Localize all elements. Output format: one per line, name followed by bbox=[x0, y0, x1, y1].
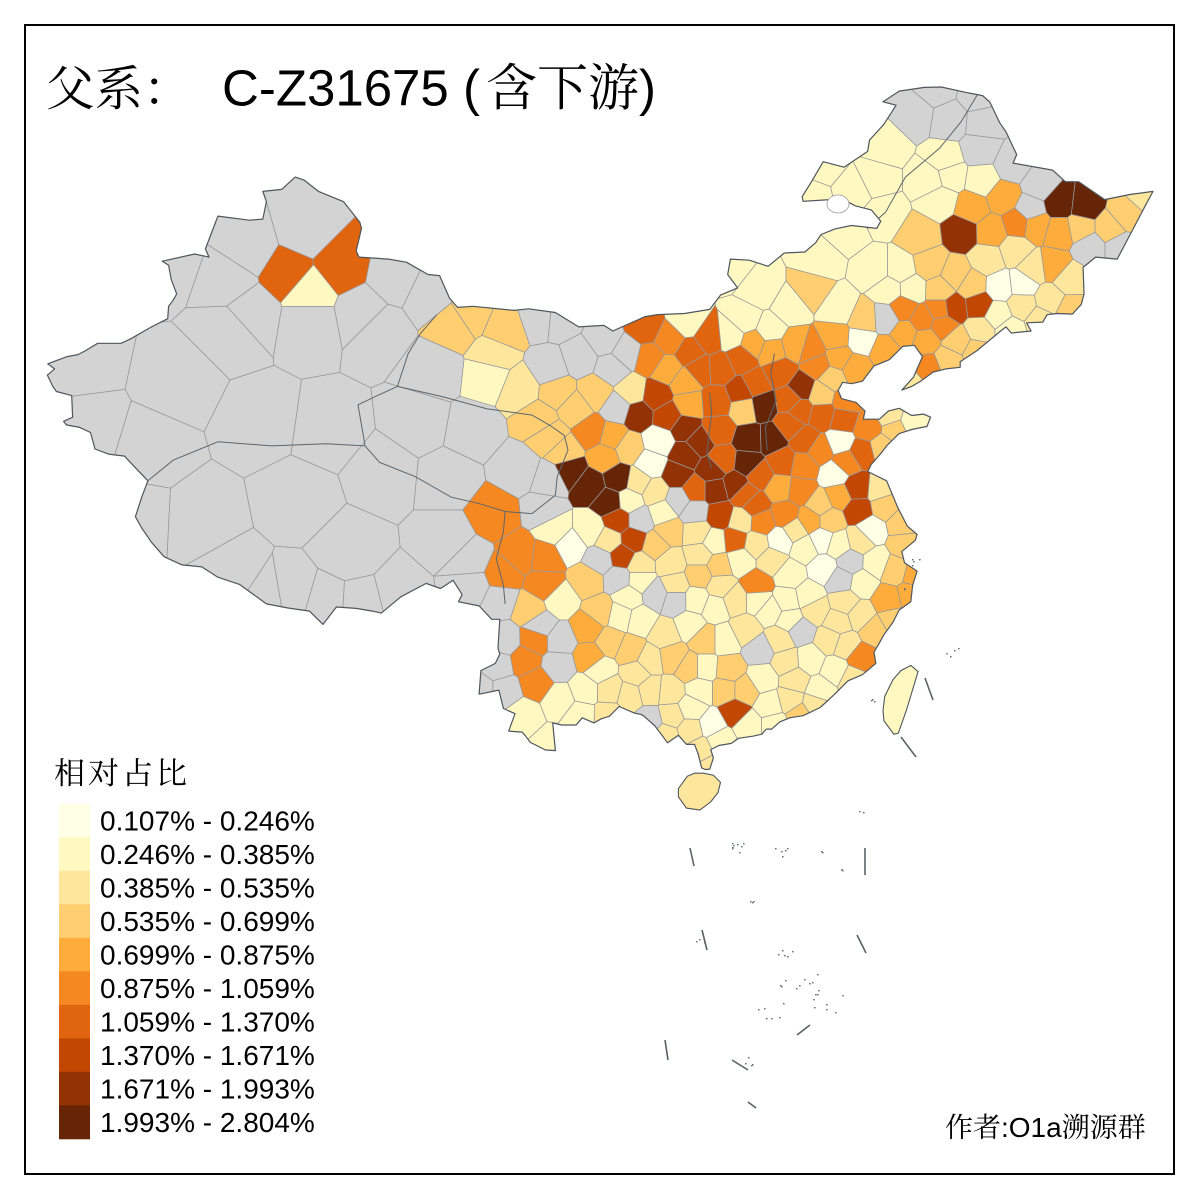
svg-text:0.107% - 0.246%: 0.107% - 0.246% bbox=[100, 806, 315, 837]
svg-text::O1a: :O1a bbox=[1001, 1112, 1062, 1143]
svg-text:0.246% - 0.385%: 0.246% - 0.385% bbox=[100, 839, 315, 870]
svg-text:0.535% - 0.699%: 0.535% - 0.699% bbox=[100, 906, 315, 937]
svg-text:1.671% - 1.993%: 1.671% - 1.993% bbox=[100, 1074, 315, 1105]
svg-text:1.993% - 2.804%: 1.993% - 2.804% bbox=[100, 1107, 315, 1138]
svg-text:0.385% - 0.535%: 0.385% - 0.535% bbox=[100, 873, 315, 904]
svg-text:): ) bbox=[639, 60, 656, 117]
svg-text:C-Z31675 (: C-Z31675 ( bbox=[222, 60, 480, 117]
svg-text:0.699% - 0.875%: 0.699% - 0.875% bbox=[100, 940, 315, 971]
svg-text:1.370% - 1.671%: 1.370% - 1.671% bbox=[100, 1040, 315, 1071]
svg-text:1.059% - 1.370%: 1.059% - 1.370% bbox=[100, 1007, 315, 1038]
svg-text:0.875% - 1.059%: 0.875% - 1.059% bbox=[100, 973, 315, 1004]
